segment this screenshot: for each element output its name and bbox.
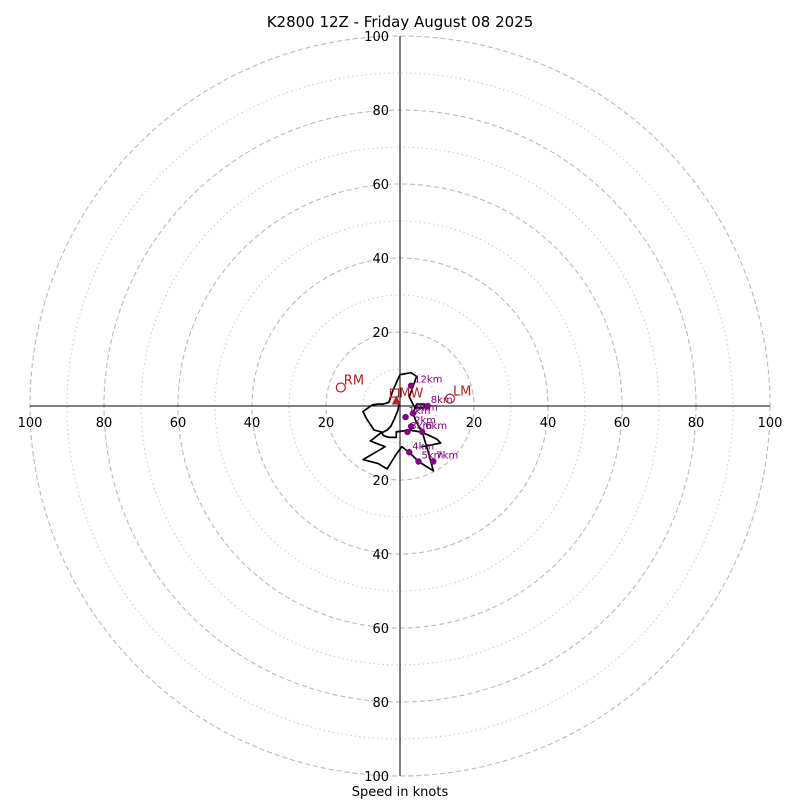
- height-marker-4km: [406, 449, 413, 456]
- mw-marker: [391, 395, 401, 405]
- height-marker-9km: [409, 410, 417, 417]
- height-label-7km: 7km: [436, 451, 458, 462]
- height-marker-3km: [404, 428, 411, 436]
- height-label-1km: 1km: [409, 406, 431, 417]
- tick-right-80: 80: [688, 416, 705, 431]
- chart-title: K2800 12Z - Friday August 08 2025: [267, 13, 534, 31]
- height-marker-5km: [415, 458, 422, 465]
- tick-right-100: 100: [758, 416, 783, 431]
- height-marker-12km: [407, 382, 415, 389]
- x-axis-label: Speed in knots: [352, 785, 449, 800]
- lm-marker: [444, 393, 456, 404]
- height-marker-6km: [419, 428, 426, 436]
- tick-bottom-20: 20: [372, 474, 389, 489]
- tick-top-60: 60: [372, 178, 389, 193]
- motion-3-marker: [389, 388, 400, 398]
- tick-left-60: 60: [170, 416, 187, 431]
- rm-label: RM: [344, 374, 364, 389]
- tick-top-40: 40: [372, 252, 389, 267]
- rm-marker: [335, 382, 346, 393]
- tick-bottom-80: 80: [372, 696, 389, 711]
- trace-line: [362, 371, 442, 472]
- height-label-5km: 5km: [422, 451, 444, 462]
- height-marker-7km: [430, 458, 437, 465]
- tick-top-100: 100: [364, 30, 389, 45]
- tick-bottom-60: 60: [372, 622, 389, 637]
- tick-left-80: 80: [96, 416, 113, 431]
- tick-labels: 100 100 100 100 80 80 80 80 60 60 60 60 40 40 40 40 20 20…: [18, 30, 783, 785]
- tick-left-40: 40: [244, 416, 261, 431]
- height-label-8km: 8km: [431, 395, 453, 406]
- height-label-2km: 2km: [414, 415, 436, 426]
- tick-left-100: 100: [18, 416, 43, 431]
- mw-label: MW: [399, 386, 423, 401]
- height-label-12km: 12km: [414, 375, 442, 386]
- tick-top-20: 20: [372, 326, 389, 341]
- height-label-9km: 9km: [416, 402, 438, 413]
- height-label-3km: 3km: [410, 421, 432, 432]
- height-label-4km: 4km: [412, 441, 434, 452]
- tick-right-20: 20: [466, 416, 483, 431]
- storm-motion-markers: RM LM MW: [335, 374, 471, 405]
- hodograph-trace: [362, 371, 442, 472]
- tick-bottom-40: 40: [372, 548, 389, 563]
- height-marker-2km: [407, 423, 415, 430]
- tick-top-80: 80: [372, 104, 389, 119]
- axes: [30, 36, 770, 776]
- lm-label: LM: [453, 385, 471, 400]
- tick-bottom-100: 100: [364, 770, 389, 785]
- tick-right-60: 60: [614, 416, 631, 431]
- height-marker-1km: [402, 413, 409, 421]
- height-label-6km: 6km: [425, 421, 447, 432]
- tick-right-40: 40: [540, 416, 557, 431]
- height-marker-8km: [424, 402, 431, 410]
- tick-left-20: 20: [318, 416, 335, 431]
